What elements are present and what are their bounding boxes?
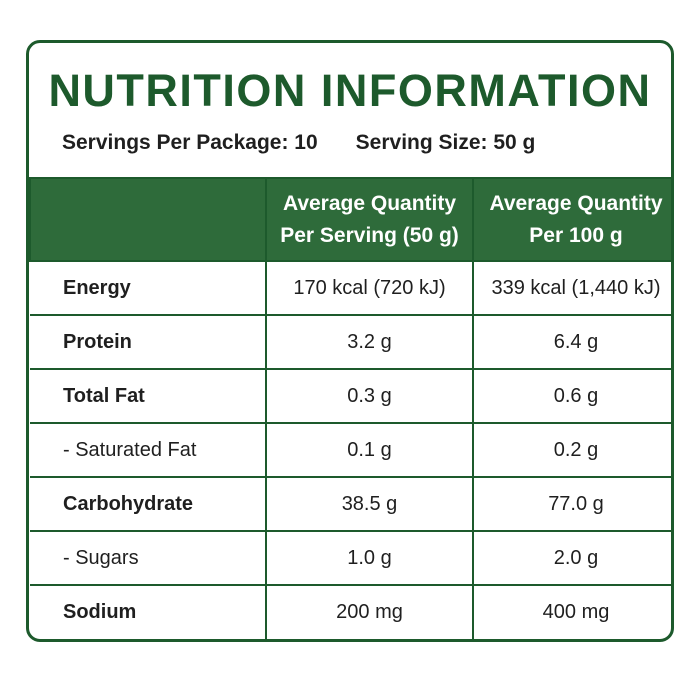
nutrient-name: Protein bbox=[30, 314, 267, 370]
per-serving-value: 170 kcal (720 kJ) bbox=[265, 260, 474, 316]
nutrient-name: Sodium bbox=[30, 584, 267, 639]
per-serving-value: 200 mg bbox=[265, 584, 474, 639]
nutrition-table: Average Quantity Per Serving (50 g) Aver… bbox=[29, 177, 671, 639]
panel-title: NUTRITION INFORMATION bbox=[48, 65, 652, 116]
table-row: Carbohydrate 38.5 g 77.0 g bbox=[30, 476, 671, 532]
per-serving-value: 0.1 g bbox=[265, 422, 474, 478]
header-per-serving-line2: Per Serving (50 g) bbox=[280, 223, 459, 247]
header-per-100g: Average Quantity Per 100 g bbox=[472, 177, 671, 262]
nutrient-name: Total Fat bbox=[30, 368, 267, 424]
nutrition-panel: NUTRITION INFORMATION Servings Per Packa… bbox=[26, 40, 674, 642]
nutrient-name: Energy bbox=[30, 260, 267, 316]
header-per-serving-line1: Average Quantity bbox=[282, 191, 457, 215]
per-100g-value: 6.4 g bbox=[472, 314, 671, 370]
nutrient-name: - Saturated Fat bbox=[30, 422, 267, 478]
per-serving-value: 3.2 g bbox=[265, 314, 474, 370]
header-blank-cell bbox=[29, 177, 267, 262]
nutrient-name: - Sugars bbox=[30, 530, 267, 586]
header-per-100g-line2: Per 100 g bbox=[529, 223, 623, 247]
header-per-100g-line1: Average Quantity bbox=[489, 191, 663, 215]
per-100g-value: 0.2 g bbox=[472, 422, 671, 478]
servings-per-package: Servings Per Package: 10 bbox=[62, 131, 318, 154]
table-row: - Saturated Fat 0.1 g 0.2 g bbox=[30, 422, 671, 478]
table-row: Total Fat 0.3 g 0.6 g bbox=[30, 368, 671, 424]
per-100g-value: 339 kcal (1,440 kJ) bbox=[472, 260, 671, 316]
per-100g-value: 77.0 g bbox=[472, 476, 671, 532]
table-header-row: Average Quantity Per Serving (50 g) Aver… bbox=[29, 177, 671, 262]
per-serving-value: 1.0 g bbox=[265, 530, 474, 586]
table-row: Sodium 200 mg 400 mg bbox=[30, 584, 671, 639]
per-serving-value: 38.5 g bbox=[265, 476, 474, 532]
serving-size: Serving Size: 50 g bbox=[355, 131, 536, 154]
table-row: Energy 170 kcal (720 kJ) 339 kcal (1,440… bbox=[30, 260, 671, 316]
table-row: - Sugars 1.0 g 2.0 g bbox=[30, 530, 671, 586]
per-100g-value: 0.6 g bbox=[472, 368, 671, 424]
per-serving-value: 0.3 g bbox=[265, 368, 474, 424]
per-100g-value: 2.0 g bbox=[472, 530, 671, 586]
title-area: NUTRITION INFORMATION Servings Per Packa… bbox=[29, 43, 671, 177]
servings-line: Servings Per Package: 10 Serving Size: 50… bbox=[62, 131, 535, 155]
nutrient-name: Carbohydrate bbox=[30, 476, 267, 532]
header-per-serving: Average Quantity Per Serving (50 g) bbox=[265, 177, 474, 262]
per-100g-value: 400 mg bbox=[472, 584, 671, 639]
table-row: Protein 3.2 g 6.4 g bbox=[30, 314, 671, 370]
